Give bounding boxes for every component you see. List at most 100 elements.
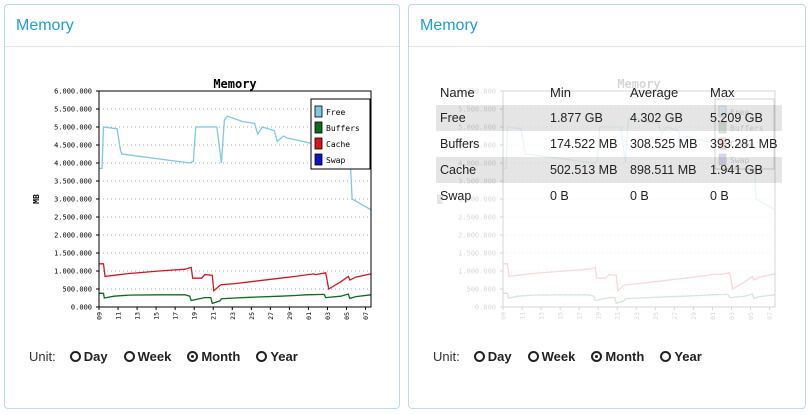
x-tick-label: 03 (728, 312, 736, 320)
cell-average: 4.302 GB (630, 105, 710, 131)
y-tick-label: 3.500.000 (54, 178, 92, 186)
x-tick-label: 29 (690, 312, 698, 320)
legend-swatch-buffers (314, 121, 323, 134)
legend-swatch-free (314, 105, 323, 118)
cell-min: 1.877 GB (550, 105, 630, 131)
y-tick-label: 2.000.000 (458, 232, 496, 240)
x-tick-label: 21 (210, 312, 218, 320)
legend-label-swap: Swap (730, 156, 749, 165)
x-tick-label: 05 (343, 312, 351, 320)
unit-selector: Unit: Day Week Month Year (29, 349, 314, 364)
x-tick-label: 29 (286, 312, 294, 320)
x-tick-label: 07 (766, 312, 774, 320)
unit-option-day[interactable]: Day (69, 349, 108, 364)
y-tick-label: 1.000.000 (54, 268, 92, 276)
radio-icon (123, 351, 135, 362)
y-tick-label: 4.500.000 (458, 142, 496, 150)
x-tick-label: 17 (576, 312, 584, 320)
memory-chart-background: Memory 0.000 500.000 1.000.000 1.500.000 2.00… (436, 77, 776, 320)
x-tick-label: 03 (324, 312, 332, 320)
x-tick-label: 09 (96, 312, 104, 320)
legend-label-swap: Swap (326, 156, 345, 165)
y-tick-label: 3.000.000 (54, 196, 92, 204)
y-tick-label: 4.000.000 (458, 160, 496, 168)
unit-option-day[interactable]: Day (473, 349, 512, 364)
x-tick-label: 21 (614, 312, 622, 320)
y-tick-label: 1.500.000 (458, 250, 496, 258)
y-tick-label: 6.000.000 (54, 88, 92, 96)
radio-icon (527, 351, 539, 362)
cell-max: 393.281 MB (710, 137, 778, 151)
cell-name: Cache (436, 157, 550, 183)
y-axis-label: MB (436, 194, 445, 204)
y-tick-label: 2.500.000 (458, 214, 496, 222)
x-tick-label: 13 (134, 312, 142, 320)
y-tick-label: 5.500.000 (54, 106, 92, 114)
legend-label-free: Free (326, 108, 345, 117)
radio-icon (69, 351, 81, 362)
y-tick-label: 3.000.000 (458, 196, 496, 204)
x-tick-label: 11 (115, 312, 123, 320)
legend-label-buffers: Buffers (326, 124, 360, 133)
column-header-min: Min (550, 84, 571, 100)
x-tick-label: 01 (709, 312, 717, 320)
column-header-average: Average (630, 84, 679, 100)
cell-min: 0 B (550, 189, 569, 203)
y-tick-label: 500.000 (62, 286, 92, 294)
x-tick-label: 27 (671, 312, 679, 320)
cell-name: Buffers (440, 137, 480, 151)
x-tick-label: 19 (595, 312, 603, 320)
cell-name: Swap (440, 189, 472, 203)
memory-stats-table: Name Min Average Max Free 1.877 GB 4.302… (436, 79, 782, 209)
x-tick-label: 01 (305, 312, 313, 320)
legend-swatch-cache (314, 137, 323, 150)
series-line-free (503, 115, 776, 211)
panel-header: Memory (409, 5, 805, 47)
unit-option-month[interactable]: Month (187, 349, 240, 364)
legend-label-cache: Cache (730, 140, 754, 149)
legend-label-buffers: Buffers (730, 124, 764, 133)
table-row: Cache 502.513 MB 898.511 MB 1.941 GB (436, 157, 782, 183)
cell-average: 898.511 MB (630, 157, 710, 183)
x-tick-label: 19 (191, 312, 199, 320)
y-tick-label: 5.000.000 (458, 124, 496, 132)
cell-max: 5.209 GB (710, 105, 782, 131)
panel-header: Memory (5, 5, 399, 47)
cell-average: 0 B (630, 189, 649, 203)
unit-option-week[interactable]: Week (527, 349, 575, 364)
unit-label: Unit: (433, 349, 460, 364)
panel-title: Memory (420, 17, 478, 34)
y-tick-label: 1.000.000 (458, 268, 496, 276)
unit-selector: Unit: Day Week Month Year (433, 349, 718, 364)
x-tick-label: 25 (248, 312, 256, 320)
unit-option-year[interactable]: Year (256, 349, 298, 364)
legend-box (714, 98, 775, 170)
x-tick-label: 15 (557, 312, 565, 320)
x-tick-label: 07 (362, 312, 370, 320)
cell-min: 502.513 MB (550, 157, 630, 183)
legend-label-free: Free (730, 108, 749, 117)
unit-option-year[interactable]: Year (660, 349, 702, 364)
x-tick-label: 13 (538, 312, 546, 320)
column-header-max: Max (710, 84, 735, 100)
y-tick-label: 3.500.000 (458, 178, 496, 186)
cell-max: 1.941 GB (710, 157, 782, 183)
legend-swatch-swap (314, 153, 323, 166)
cell-name: Free (436, 105, 550, 131)
legend-swatch-buffers (718, 121, 727, 134)
table-row: Buffers 174.522 MB 308.525 MB 393.281 MB (436, 131, 782, 157)
unit-option-week[interactable]: Week (123, 349, 171, 364)
x-tick-label: 25 (652, 312, 660, 320)
x-tick-label: 27 (267, 312, 275, 320)
x-tick-label: 17 (172, 312, 180, 320)
y-tick-label: 1.500.000 (54, 250, 92, 258)
y-tick-label: 2.500.000 (54, 214, 92, 222)
plot-frame (502, 90, 776, 308)
x-tick-label: 23 (633, 312, 641, 320)
unit-option-month[interactable]: Month (591, 349, 644, 364)
y-axis-label: MB (32, 194, 41, 204)
y-tick-label: 4.000.000 (54, 160, 92, 168)
y-tick-label: 5.000.000 (54, 124, 92, 132)
radio-icon (256, 351, 268, 362)
x-tick-label: 15 (153, 312, 161, 320)
